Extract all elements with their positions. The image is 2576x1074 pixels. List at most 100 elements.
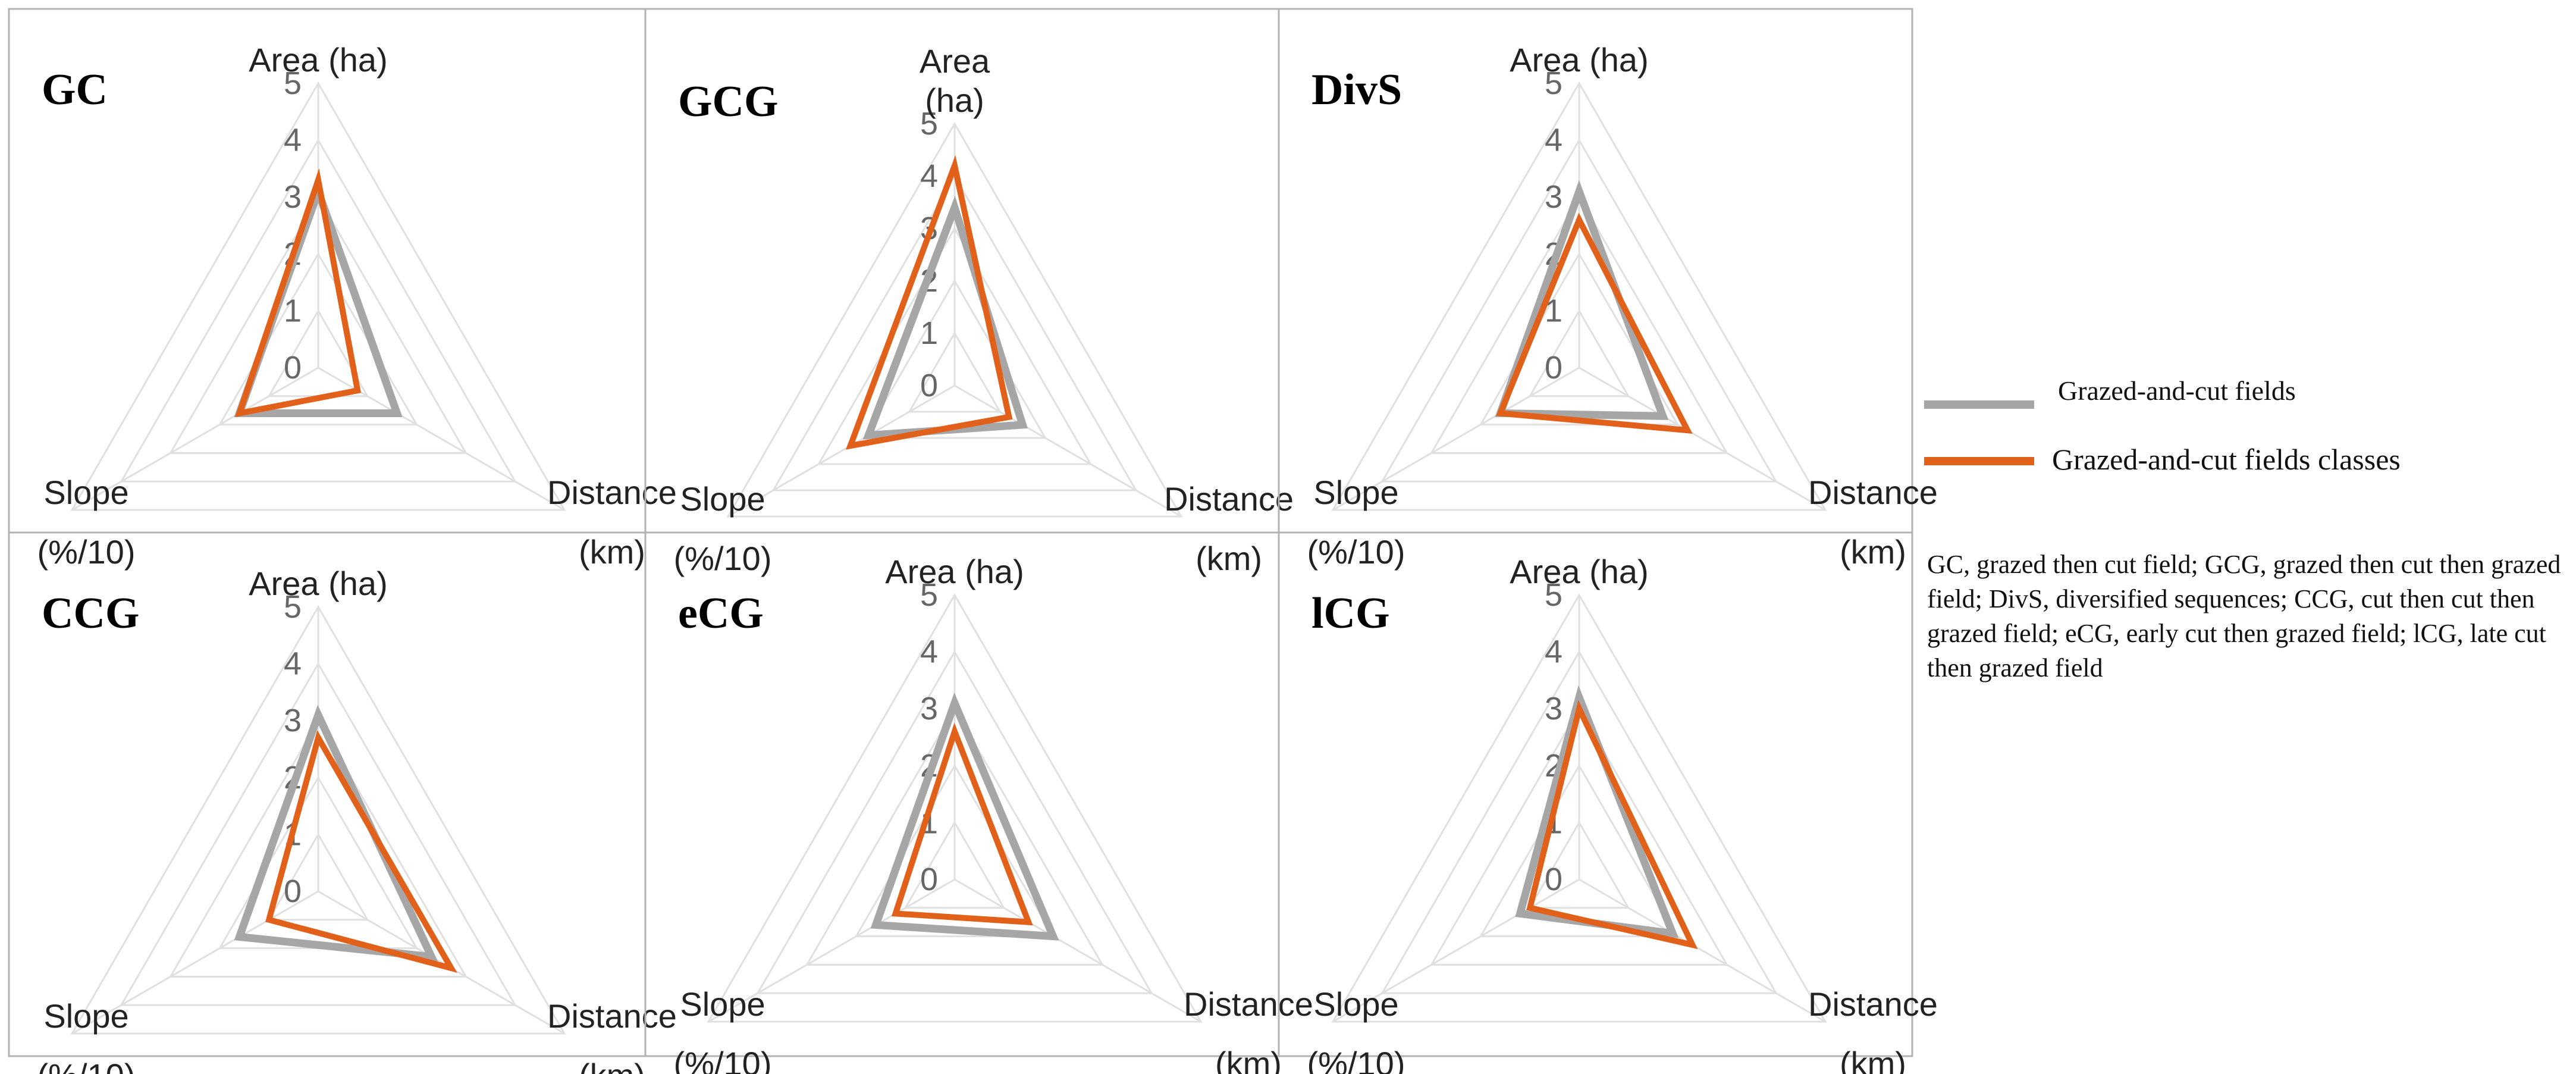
tick-label: 1: [920, 315, 938, 351]
axis-label-slope: Slope: [680, 985, 765, 1023]
tick-label: 5: [920, 106, 938, 142]
grid-ring: [1528, 821, 1630, 909]
tick-label: 3: [284, 703, 302, 738]
panel-title: DivS: [1311, 65, 1402, 114]
axis-spoke: [1332, 878, 1580, 1023]
tick-label: 4: [920, 634, 938, 670]
tick-label: 0: [284, 873, 302, 909]
series-class: [891, 722, 1033, 926]
tick-label: 3: [920, 691, 938, 727]
grid-ring: [1331, 82, 1827, 511]
panel-title: CCG: [42, 589, 139, 638]
axis-label-area: Area (ha): [1510, 41, 1648, 79]
tick-label: 0: [1545, 862, 1562, 897]
grid-ring: [1380, 650, 1778, 994]
axis-spoke: [708, 878, 955, 1023]
axis-label-distance: Distance: [1808, 474, 1938, 511]
axis-spoke: [71, 367, 319, 511]
tick-label: 4: [284, 646, 302, 682]
axis-label-distance: Distance: [547, 997, 677, 1035]
tick-label: 5: [920, 577, 938, 613]
grid-ring: [169, 195, 467, 454]
tick-label: 0: [284, 350, 302, 386]
axis-label-slope: (%/10): [674, 540, 772, 577]
grid-ring: [120, 138, 517, 483]
series-reference: [1515, 685, 1679, 938]
legend-label: Grazed-and-cut fields: [2058, 375, 2296, 406]
axis-label-slope: (%/10): [37, 533, 136, 571]
tick-label: 4: [920, 158, 938, 194]
axis-label-slope: Slope: [43, 474, 128, 511]
grid-ring: [169, 719, 467, 978]
grid-ring: [70, 82, 566, 511]
tick-label: 3: [1545, 691, 1562, 727]
tick-label: 0: [1545, 350, 1562, 386]
axis-label-distance: (km): [1215, 1045, 1282, 1074]
tick-label: 4: [1545, 634, 1562, 670]
grid-ring: [771, 174, 1138, 491]
panel-frame: [1278, 531, 1913, 1057]
axis-label-area: (ha): [925, 82, 984, 119]
axis-label-slope: (%/10): [1307, 1045, 1405, 1074]
grid-ring: [70, 605, 566, 1035]
axis-label-slope: Slope: [680, 480, 765, 518]
tick-label: 5: [1545, 577, 1562, 613]
axis-label-distance: (km): [1840, 1045, 1906, 1074]
axis-label-distance: Distance: [1164, 480, 1294, 518]
grid-ring: [1380, 138, 1778, 483]
figure-caption: GC, grazed then cut field; GCG, grazed t…: [1927, 550, 2561, 682]
grid-ring: [1528, 309, 1630, 397]
axis-spoke: [954, 384, 1182, 518]
axis-label-distance: (km): [1196, 540, 1262, 577]
tick-label: 3: [1545, 179, 1562, 215]
tick-label: 0: [920, 862, 938, 897]
tick-label: 1: [284, 293, 302, 328]
axis-label-slope: Slope: [1313, 985, 1398, 1023]
axis-label-slope: (%/10): [674, 1045, 772, 1074]
panel-title: lCG: [1311, 589, 1390, 638]
series-class: [845, 155, 1013, 450]
grid-ring: [1331, 593, 1827, 1023]
grid-ring: [1430, 707, 1728, 966]
axis-label-distance: Distance: [1808, 985, 1938, 1023]
axis-label-distance: (km): [579, 1057, 645, 1074]
tick-label: 3: [284, 179, 302, 215]
axis-label-slope: (%/10): [37, 1057, 136, 1074]
panel-title: GC: [42, 65, 108, 114]
series-class: [235, 168, 362, 418]
axis-spoke: [727, 384, 955, 518]
axis-label-slope: Slope: [1313, 474, 1398, 511]
axis-label-area: Area (ha): [249, 565, 387, 602]
panel-title: GCG: [678, 77, 779, 126]
axis-label-slope: (%/10): [1307, 533, 1405, 571]
grid-ring: [1430, 195, 1728, 454]
legend-label: Grazed-and-cut fields classes: [2052, 443, 2401, 476]
tick-label: 4: [284, 123, 302, 158]
axis-spoke: [1332, 367, 1580, 511]
grid-ring: [908, 331, 1002, 413]
series-reference: [862, 195, 1028, 440]
axis-label-area: Area (ha): [1510, 553, 1648, 590]
axis-label-distance: Distance: [1184, 985, 1313, 1023]
grid-ring: [707, 593, 1203, 1023]
series-class: [265, 729, 457, 973]
tick-label: 4: [1545, 123, 1562, 158]
axis-label-slope: Slope: [43, 997, 128, 1035]
axis-label-area: Area: [920, 42, 990, 80]
grid-ring: [267, 832, 369, 921]
axis-label-distance: (km): [1840, 533, 1906, 571]
axis-spoke: [1579, 367, 1826, 511]
axis-label-area: Area (ha): [885, 553, 1024, 590]
axis-spoke: [954, 878, 1201, 1023]
grid-ring: [726, 121, 1183, 518]
grid-ring: [903, 821, 1006, 909]
axis-label-area: Area (ha): [249, 41, 387, 79]
grid-ring: [756, 650, 1153, 994]
axis-label-distance: Distance: [547, 474, 677, 511]
